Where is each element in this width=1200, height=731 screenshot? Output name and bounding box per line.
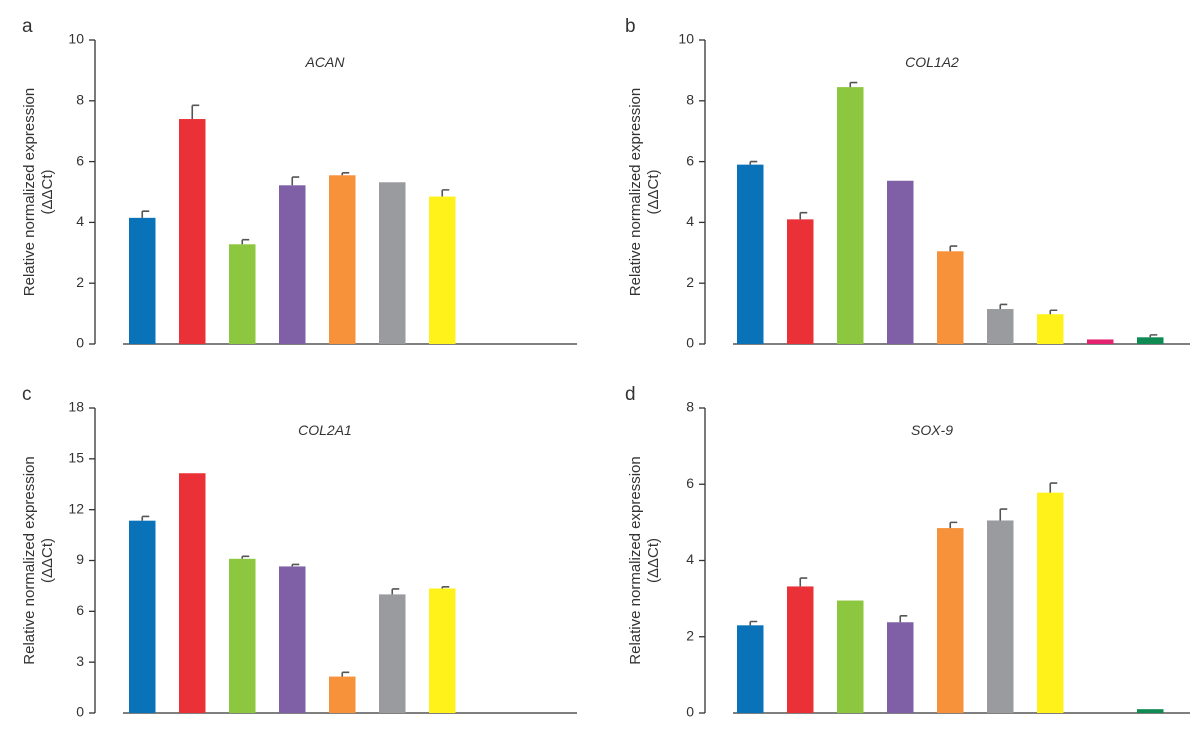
y-tick-label: 0 xyxy=(76,704,84,720)
y-tick-label: 10 xyxy=(678,31,694,47)
bar-d-3 xyxy=(837,600,864,713)
error-bar-d-4 xyxy=(899,614,908,623)
error-bar-b-9 xyxy=(1149,334,1158,338)
y-tick-label: 6 xyxy=(76,152,84,168)
bar-d-6 xyxy=(987,520,1014,713)
bar-b-3 xyxy=(837,87,864,345)
y-tick-label: 6 xyxy=(686,475,694,491)
y-tick-label: 4 xyxy=(76,213,84,229)
bar-c-3 xyxy=(229,558,256,713)
bar-c-6 xyxy=(379,594,406,713)
chart-title-a: ACAN xyxy=(305,54,346,70)
chart-title-d: SOX-9 xyxy=(911,422,953,438)
error-bar-d-5 xyxy=(949,521,958,529)
chart-title-c: COL2A1 xyxy=(298,422,352,438)
error-bar-b-5 xyxy=(949,245,958,252)
bar-a-1 xyxy=(129,217,156,344)
bar-b-9 xyxy=(1137,337,1164,344)
bar-a-5 xyxy=(329,175,356,344)
y-tick-label: 9 xyxy=(76,551,84,567)
y-tick-label: 0 xyxy=(76,335,84,351)
panel-letter-d: d xyxy=(625,384,636,405)
bar-c-2 xyxy=(179,473,206,713)
y-axis-label: Relative normalized expression xyxy=(21,456,38,664)
bar-c-7 xyxy=(429,588,456,713)
error-bar-c-7 xyxy=(441,585,450,589)
bar-b-5 xyxy=(937,251,964,344)
error-bar-c-3 xyxy=(241,555,250,559)
y-tick-label: 0 xyxy=(686,704,694,720)
error-bar-d-6 xyxy=(999,508,1008,521)
y-tick-label: 8 xyxy=(686,92,694,108)
y-tick-label: 8 xyxy=(76,92,84,108)
bar-b-7 xyxy=(1037,314,1064,344)
error-bar-d-7 xyxy=(1049,482,1058,493)
y-tick-label: 12 xyxy=(68,500,84,516)
bar-a-4 xyxy=(279,185,306,344)
bar-b-2 xyxy=(787,219,814,344)
bar-b-6 xyxy=(987,309,1014,344)
bar-d-1 xyxy=(737,625,764,713)
error-bar-c-4 xyxy=(291,563,300,567)
error-bar-d-1 xyxy=(749,620,758,626)
error-bar-b-3 xyxy=(849,81,858,88)
y-axis-label-unit: (ΔΔCt) xyxy=(645,538,662,583)
error-bar-c-6 xyxy=(391,588,400,595)
y-axis-label: Relative normalized expression xyxy=(627,456,644,664)
y-tick-label: 15 xyxy=(68,450,84,466)
bar-c-4 xyxy=(279,566,306,713)
y-tick-label: 6 xyxy=(686,152,694,168)
y-tick-label: 3 xyxy=(76,653,84,669)
y-axis-label-unit: (ΔΔCt) xyxy=(39,538,56,583)
error-bar-a-5 xyxy=(341,172,350,176)
y-tick-label: 4 xyxy=(686,551,694,567)
bar-d-4 xyxy=(887,622,914,713)
y-tick-label: 18 xyxy=(68,399,84,415)
y-tick-label: 4 xyxy=(686,213,694,229)
error-bar-a-3 xyxy=(241,238,250,245)
y-tick-label: 2 xyxy=(76,274,84,290)
y-tick-label: 10 xyxy=(68,31,84,47)
bar-b-1 xyxy=(737,164,764,344)
error-bar-b-1 xyxy=(749,160,758,165)
y-tick-label: 6 xyxy=(76,602,84,618)
bar-b-4 xyxy=(887,180,914,344)
panel-letter-b: b xyxy=(625,16,636,37)
bar-a-7 xyxy=(429,196,456,344)
y-tick-label: 8 xyxy=(686,399,694,415)
error-bar-a-2 xyxy=(191,104,200,120)
error-bar-a-1 xyxy=(141,210,150,218)
bar-d-5 xyxy=(937,528,964,713)
error-bar-c-5 xyxy=(341,671,350,677)
bar-a-3 xyxy=(229,244,256,344)
error-bar-b-2 xyxy=(799,211,808,220)
error-bar-b-6 xyxy=(999,303,1008,310)
error-bar-d-2 xyxy=(799,577,808,587)
y-tick-label: 2 xyxy=(686,627,694,643)
bar-d-2 xyxy=(787,586,814,713)
bar-a-6 xyxy=(379,182,406,344)
error-bar-b-7 xyxy=(1049,309,1058,315)
y-tick-label: 2 xyxy=(686,274,694,290)
error-bar-c-1 xyxy=(141,515,150,521)
bar-b-8 xyxy=(1087,339,1114,344)
panel-letter-c: c xyxy=(22,384,32,405)
bar-c-1 xyxy=(129,520,156,713)
bar-d-7 xyxy=(1037,492,1064,713)
y-tick-label: 0 xyxy=(686,335,694,351)
y-axis-label-unit: (ΔΔCt) xyxy=(645,169,662,214)
y-axis-label: Relative normalized expression xyxy=(21,88,38,296)
y-axis-label: Relative normalized expression xyxy=(627,88,644,296)
error-bar-a-7 xyxy=(441,189,450,197)
y-axis-label-unit: (ΔΔCt) xyxy=(39,169,56,214)
bar-c-5 xyxy=(329,676,356,713)
error-bar-a-4 xyxy=(291,176,300,186)
panel-letter-a: a xyxy=(22,16,33,37)
bar-d-9 xyxy=(1137,709,1164,713)
chart-title-b: COL1A2 xyxy=(905,54,959,70)
bar-a-2 xyxy=(179,119,206,344)
